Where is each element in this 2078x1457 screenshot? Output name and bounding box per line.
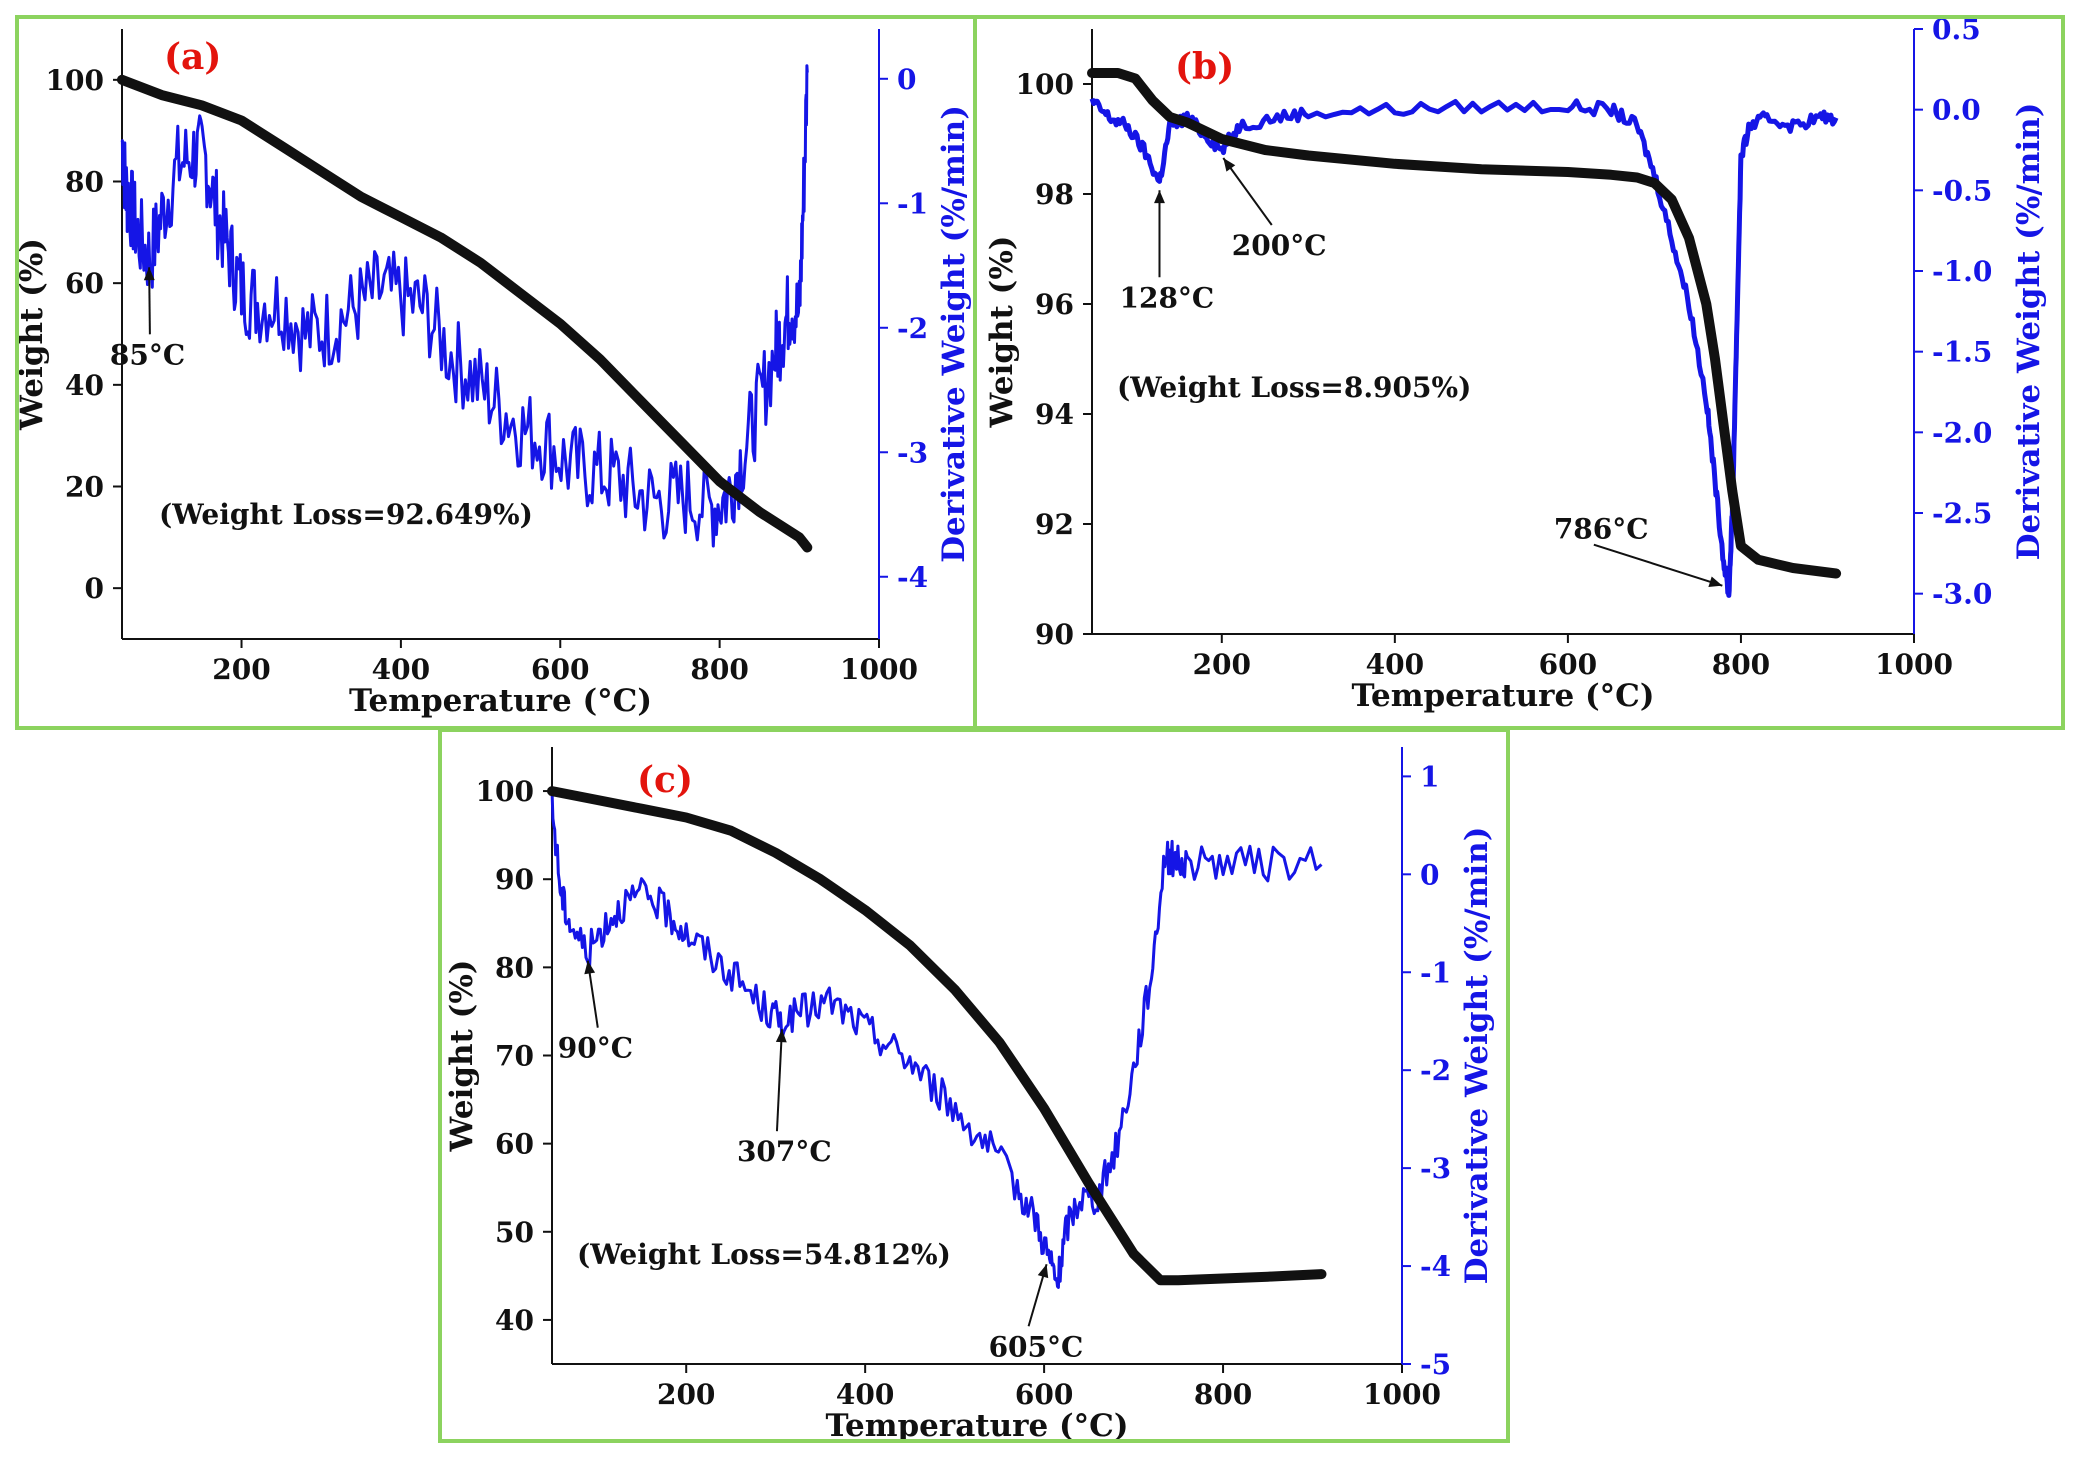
y-tick-label: 92	[1035, 508, 1074, 541]
weight-loss-label: (Weight Loss=54.812%)	[577, 1238, 951, 1271]
y-tick-label: 80	[65, 166, 104, 199]
x-tick-label: 600	[1015, 1378, 1073, 1411]
panel-a: 200 400 600 800 1000 0 20 40 60 80 100 0 -1 -2 -3 -4 Tem…	[14, 15, 978, 730]
y2-tick-label: -1.0	[1932, 255, 1992, 288]
weight-line	[547, 786, 1327, 1286]
chart-b: 200 400 600 800 1000 90 92 94 96 98 100 0.5 0.0 -0.5 -…	[984, 13, 2047, 714]
y-tick-label: 98	[1035, 178, 1074, 211]
y-tick-label: 40	[495, 1304, 534, 1337]
x-tick-label: 400	[836, 1378, 894, 1411]
y2-tick-label: -1	[1420, 956, 1451, 989]
derivative-line	[120, 64, 809, 548]
x-tick-label: 600	[1539, 648, 1597, 681]
peak-label: 786°C	[1554, 513, 1649, 546]
panel-b: 200 400 600 800 1000 90 92 94 96 98 100 0.5 0.0 -0.5 -…	[973, 13, 2065, 730]
annotation-arrow-head	[143, 267, 155, 281]
x-tick-label: 1000	[1363, 1378, 1441, 1411]
y-tick-label: 100	[476, 775, 534, 808]
y-axis-title: Weight (%)	[19, 238, 50, 431]
annotation-arrow-head	[775, 1029, 787, 1043]
x-tick-label: 200	[212, 653, 270, 686]
y-tick-label: 50	[495, 1216, 534, 1249]
peak-label: 307°C	[737, 1135, 832, 1168]
x-tick-label: 600	[531, 653, 589, 686]
peak-label: 200°C	[1232, 229, 1327, 262]
annotation-arrow-head	[584, 960, 596, 975]
x-tick-label: 800	[690, 653, 748, 686]
y2-tick-label: 0	[1420, 858, 1439, 891]
x-tick-label: 200	[1193, 648, 1251, 681]
y-tick-label: 0	[85, 572, 104, 605]
peak-label: 85°C	[110, 338, 185, 371]
y2-axis-title: Derivative Weight (%/min)	[2011, 103, 2047, 561]
y-tick-label: 20	[65, 471, 104, 504]
y-tick-label: 40	[65, 369, 104, 402]
x-tick-label: 1000	[840, 653, 918, 686]
y2-tick-label: -2	[897, 312, 928, 345]
x-tick-label: 800	[1194, 1378, 1252, 1411]
weight-loss-label: (Weight Loss=8.905%)	[1117, 371, 1471, 404]
y-tick-label: 60	[65, 267, 104, 300]
annotation-arrow-line	[1593, 543, 1723, 587]
derivative-line	[1089, 97, 1839, 598]
y-tick-label: 70	[495, 1040, 534, 1073]
y-tick-label: 100	[1016, 68, 1074, 101]
y-tick-label: 100	[46, 64, 104, 97]
y2-tick-label: -4	[1420, 1250, 1451, 1283]
annotation-arrow-line	[775, 1029, 783, 1132]
y2-axis-title: Derivative Weight (%/min)	[1459, 827, 1495, 1285]
annotation-arrow-head	[1708, 576, 1723, 587]
weight-line	[117, 74, 813, 553]
x-tick-label: 400	[1366, 648, 1424, 681]
x-tick-label: 400	[372, 653, 430, 686]
y2-tick-label: -3.0	[1932, 578, 1992, 611]
panel-label: (b)	[1175, 46, 1234, 88]
annotation-arrow-head	[1223, 158, 1236, 172]
y-axis-title: Weight (%)	[444, 960, 480, 1153]
y-tick-label: 96	[1035, 288, 1074, 321]
y2-tick-label: -3	[1420, 1152, 1451, 1185]
x-tick-label: 1000	[1875, 648, 1953, 681]
y2-tick-label: -1	[897, 187, 928, 220]
y2-tick-label: -3	[897, 436, 928, 469]
y2-tick-label: -2.0	[1932, 416, 1992, 449]
y2-tick-label: -2.5	[1932, 497, 1992, 530]
y2-tick-label: -0.5	[1932, 174, 1992, 207]
y-tick-label: 60	[495, 1128, 534, 1161]
y2-tick-label: 0.0	[1932, 94, 1981, 127]
panel-c: 200 400 600 800 1000 40 50 60 70 80 90 100 1 0 -1 -2 -3 -…	[438, 728, 1510, 1444]
y-tick-label: 94	[1035, 398, 1074, 431]
y-tick-label: 90	[1035, 618, 1074, 651]
annotation-arrow-line	[1222, 157, 1273, 226]
panel-label: (c)	[637, 759, 693, 801]
y2-tick-label: 0	[897, 63, 916, 96]
annotation-arrow-head	[1154, 190, 1165, 204]
y2-tick-label: -1.5	[1932, 336, 1992, 369]
derivative-line	[550, 789, 1323, 1289]
x-tick-label: 800	[1712, 648, 1770, 681]
x-axis-title: Temperature (°C)	[825, 1408, 1128, 1439]
x-tick-label: 200	[657, 1378, 715, 1411]
annotation-arrow-head	[1037, 1264, 1049, 1279]
x-axis-title: Temperature (°C)	[349, 683, 652, 719]
y2-tick-label: -5	[1420, 1348, 1451, 1381]
weight-loss-label: (Weight Loss=92.649%)	[159, 498, 533, 531]
y-tick-label: 90	[495, 863, 534, 896]
y2-tick-label: 1	[1420, 760, 1439, 793]
y2-tick-label: 0.5	[1932, 19, 1981, 46]
y-tick-label: 80	[495, 951, 534, 984]
peak-label: 128°C	[1119, 281, 1214, 314]
peak-label: 90°C	[558, 1032, 633, 1065]
y2-axis-title: Derivative Weight (%/min)	[936, 105, 972, 563]
x-axis-title: Temperature (°C)	[1351, 678, 1654, 714]
y2-tick-label: -2	[1420, 1054, 1451, 1087]
weight-line	[1087, 68, 1842, 579]
y-axis-title: Weight (%)	[984, 236, 1020, 429]
chart-c: 200 400 600 800 1000 40 50 60 70 80 90 100 1 0 -1 -2 -3 -…	[444, 747, 1495, 1444]
y2-tick-label: -4	[897, 561, 928, 594]
panel-label: (a)	[164, 36, 221, 78]
peak-label: 605°C	[989, 1330, 1084, 1363]
